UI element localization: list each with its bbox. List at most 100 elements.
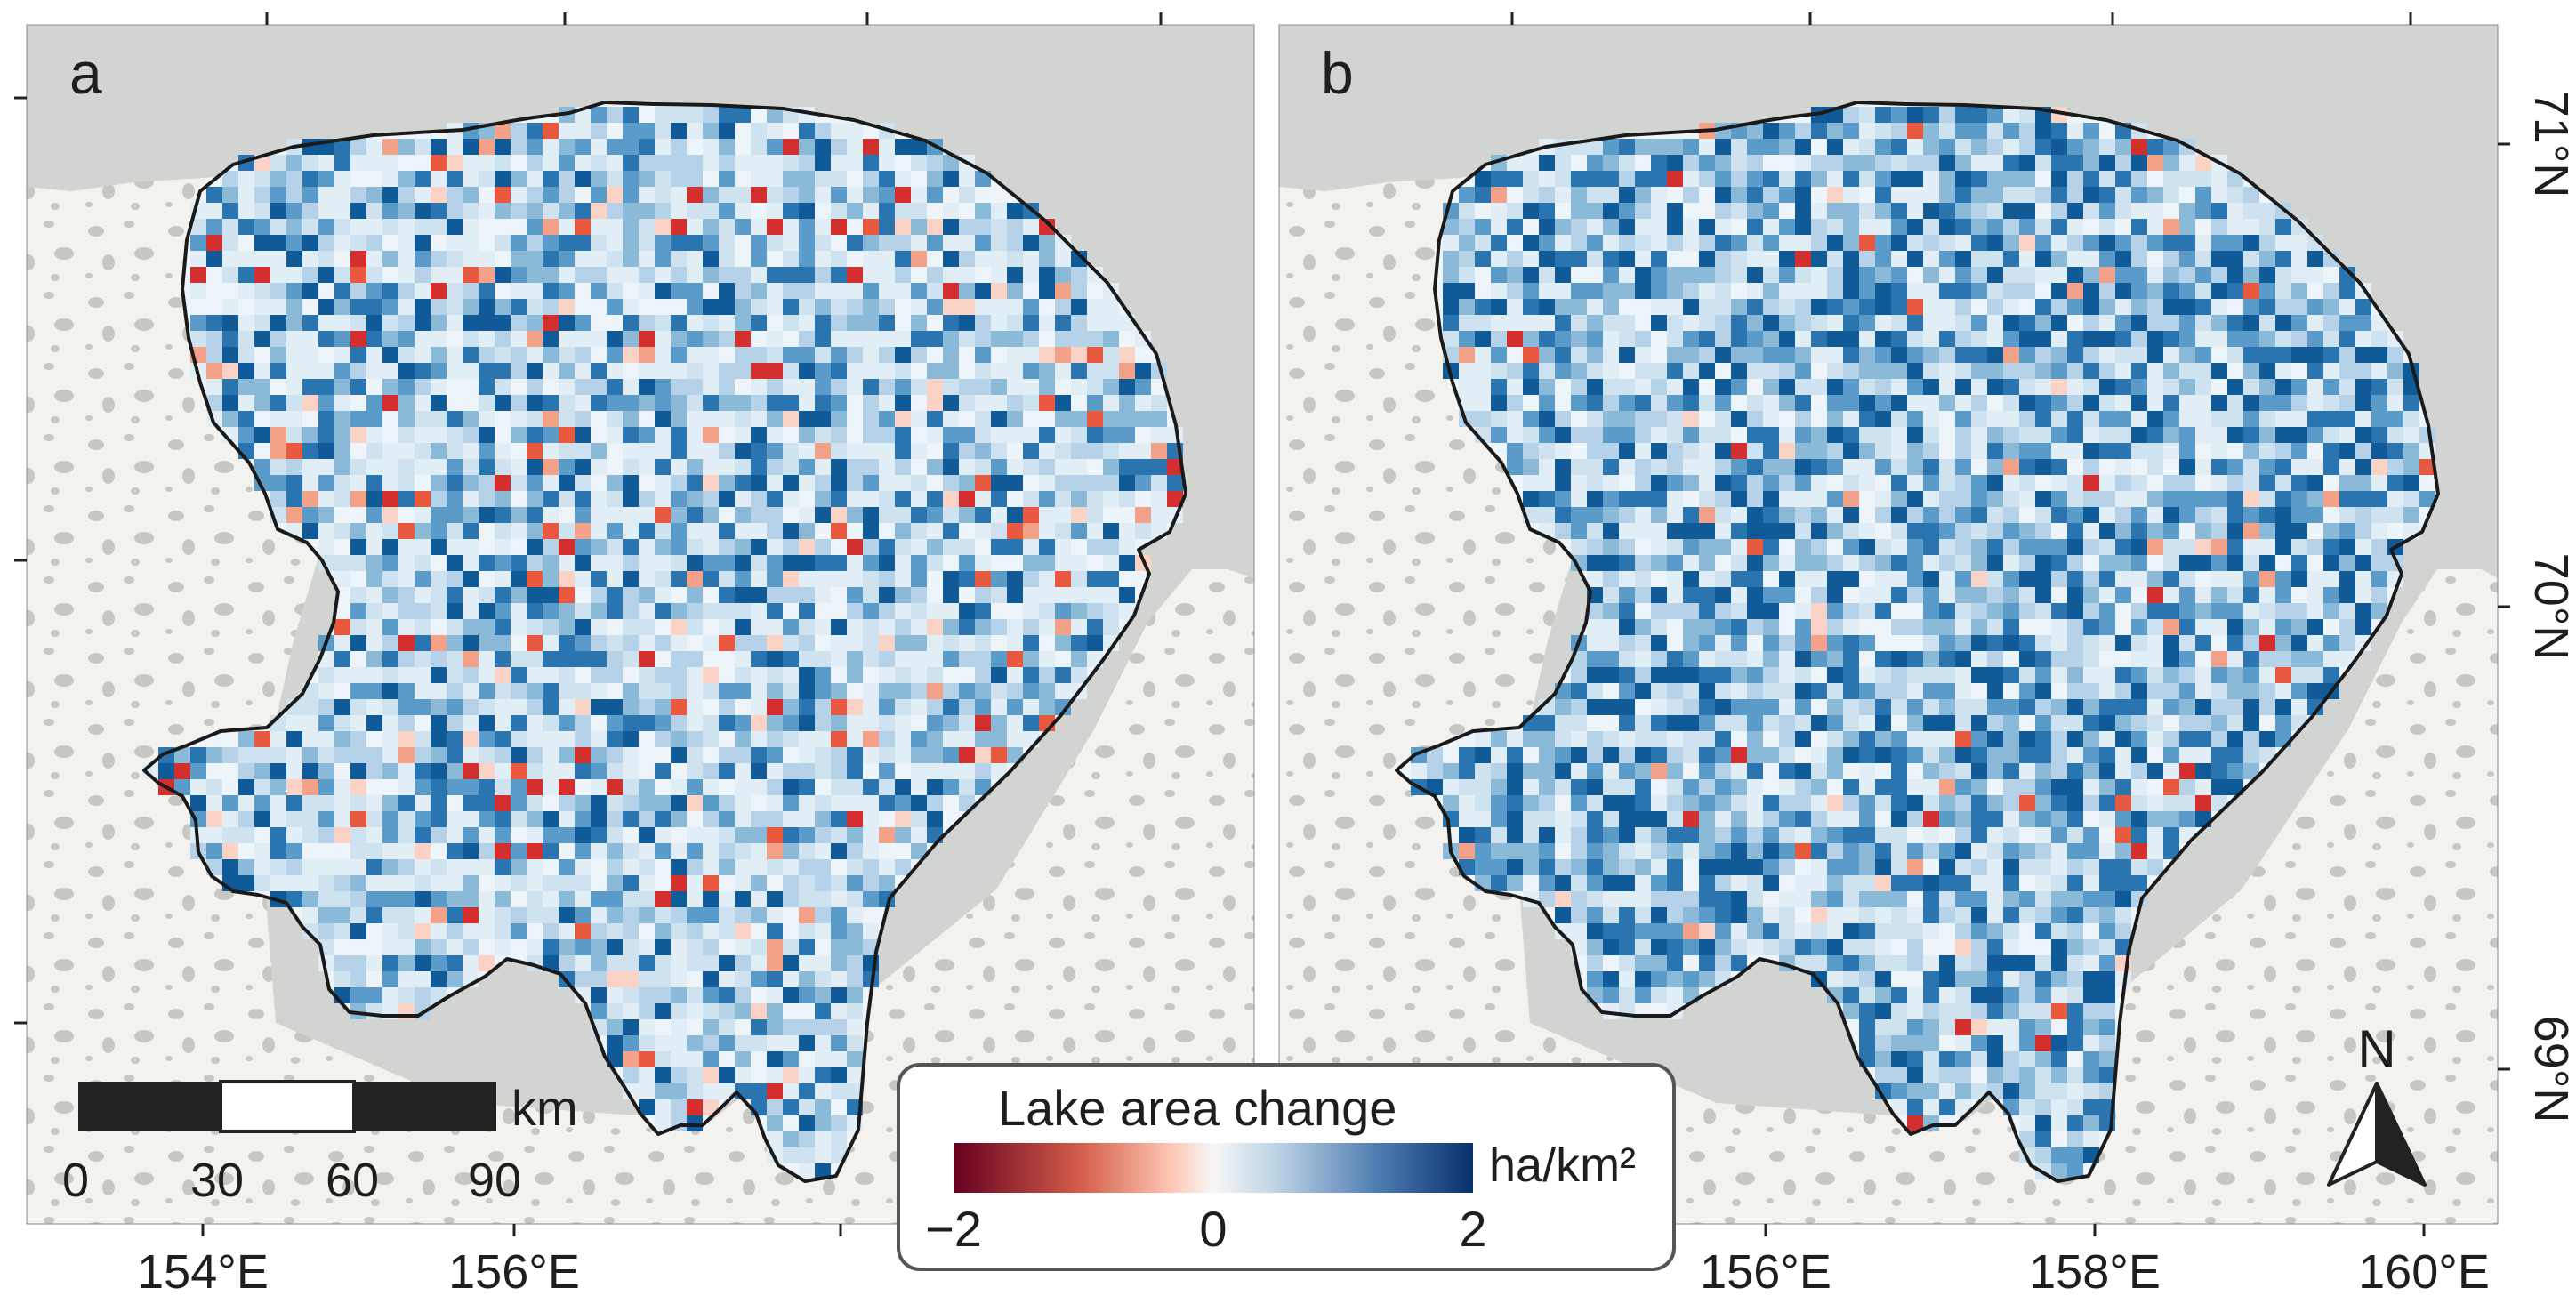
grid-cell: [687, 251, 703, 267]
grid-cell: [2195, 251, 2211, 267]
grid-cell: [767, 539, 783, 555]
grid-cell: [895, 475, 911, 491]
grid-cell: [1923, 811, 1939, 827]
grid-cell: [1779, 299, 1795, 315]
grid-cell: [735, 1003, 751, 1019]
grid-cell: [463, 651, 479, 667]
grid-cell: [783, 859, 799, 875]
grid-cell: [2019, 427, 2035, 443]
grid-cell: [2067, 443, 2083, 459]
grid-cell: [687, 267, 703, 283]
grid-cell: [991, 443, 1007, 459]
grid-cell: [1923, 139, 1939, 155]
grid-cell: [543, 891, 559, 907]
grid-cell: [2083, 411, 2099, 427]
grid-cell: [879, 155, 895, 171]
grid-cell: [815, 1115, 831, 1131]
grid-cell: [2275, 443, 2291, 459]
grid-cell: [2099, 843, 2115, 859]
grid-cell: [2003, 587, 2019, 603]
grid-cell: [847, 971, 863, 987]
grid-cell: [431, 139, 447, 155]
grid-cell: [1955, 587, 1971, 603]
grid-cell: [463, 555, 479, 571]
grid-cell: [2259, 683, 2275, 699]
grid-cell: [671, 715, 687, 731]
grid-cell: [1119, 555, 1135, 571]
grid-cell: [687, 171, 703, 187]
grid-cell: [1939, 267, 1955, 283]
grid-cell: [479, 603, 495, 619]
grid-cell: [975, 203, 991, 219]
grid-cell: [1507, 251, 1523, 267]
grid-cell: [1987, 635, 2003, 651]
grid-cell: [751, 763, 767, 779]
grid-cell: [2035, 443, 2051, 459]
grid-cell: [2067, 523, 2083, 539]
grid-cell: [1987, 283, 2003, 299]
grid-cell: [2243, 363, 2259, 379]
grid-cell: [1651, 651, 1667, 667]
grid-cell: [1891, 843, 1907, 859]
grid-cell: [1491, 795, 1507, 811]
grid-cell: [1891, 731, 1907, 747]
grid-cell: [1023, 555, 1039, 571]
grid-cell: [1651, 539, 1667, 555]
grid-cell: [463, 523, 479, 539]
grid-cell: [1103, 411, 1119, 427]
grid-cell: [1119, 523, 1135, 539]
grid-cell: [687, 203, 703, 219]
grid-cell: [639, 875, 655, 891]
grid-cell: [559, 187, 575, 203]
grid-cell: [334, 379, 350, 395]
grid-cell: [719, 475, 735, 491]
grid-cell: [1843, 859, 1859, 875]
grid-cell: [447, 283, 463, 299]
grid-cell: [847, 795, 863, 811]
grid-cell: [1939, 891, 1955, 907]
grid-cell: [1007, 731, 1023, 747]
grid-cell: [1843, 619, 1859, 635]
grid-cell: [623, 139, 639, 155]
grid-cell: [1875, 891, 1891, 907]
grid-cell: [1763, 299, 1779, 315]
grid-cell: [1875, 459, 1891, 475]
grid-cell: [687, 187, 703, 203]
grid-cell: [1007, 507, 1023, 523]
grid-cell: [2115, 139, 2131, 155]
grid-cell: [671, 395, 687, 411]
grid-cell: [2243, 347, 2259, 363]
grid-cell: [1507, 219, 1523, 235]
grid-cell: [815, 347, 831, 363]
grid-cell: [2067, 619, 2083, 635]
grid-cell: [703, 1083, 719, 1099]
grid-cell: [687, 1067, 703, 1083]
grid-cell: [1923, 667, 1939, 683]
grid-cell: [1587, 619, 1603, 635]
grid-cell: [1715, 443, 1731, 459]
grid-cell: [623, 939, 639, 955]
grid-cell: [1683, 619, 1699, 635]
grid-cell: [1843, 235, 1859, 251]
grid-cell: [222, 347, 238, 363]
grid-cell: [286, 411, 302, 427]
grid-cell: [2243, 555, 2259, 571]
grid-cell: [431, 891, 447, 907]
grid-cell: [382, 587, 398, 603]
grid-cell: [1827, 827, 1843, 843]
grid-cell: [527, 603, 543, 619]
grid-cell: [1875, 219, 1891, 235]
grid-cell: [334, 667, 350, 683]
grid-cell: [431, 523, 447, 539]
grid-cell: [1571, 747, 1587, 763]
grid-cell: [911, 299, 927, 315]
grid-cell: [1923, 827, 1939, 843]
grid-cell: [1715, 731, 1731, 747]
grid-cell: [431, 635, 447, 651]
grid-cell: [895, 203, 911, 219]
grid-cell: [959, 651, 975, 667]
grid-cell: [1811, 523, 1827, 539]
grid-cell: [2003, 347, 2019, 363]
grid-cell: [1987, 859, 2003, 875]
grid-cell: [799, 875, 815, 891]
